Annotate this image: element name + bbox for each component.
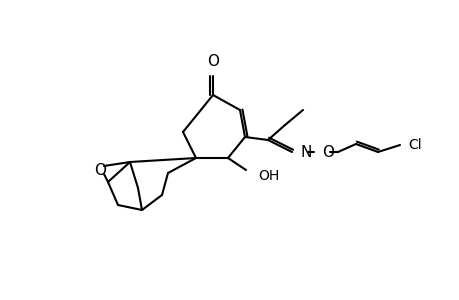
- Text: O: O: [207, 54, 218, 69]
- Text: O: O: [321, 145, 333, 160]
- Text: O: O: [94, 163, 106, 178]
- Text: Cl: Cl: [407, 138, 421, 152]
- Text: N: N: [300, 145, 312, 160]
- Text: OH: OH: [257, 169, 279, 183]
